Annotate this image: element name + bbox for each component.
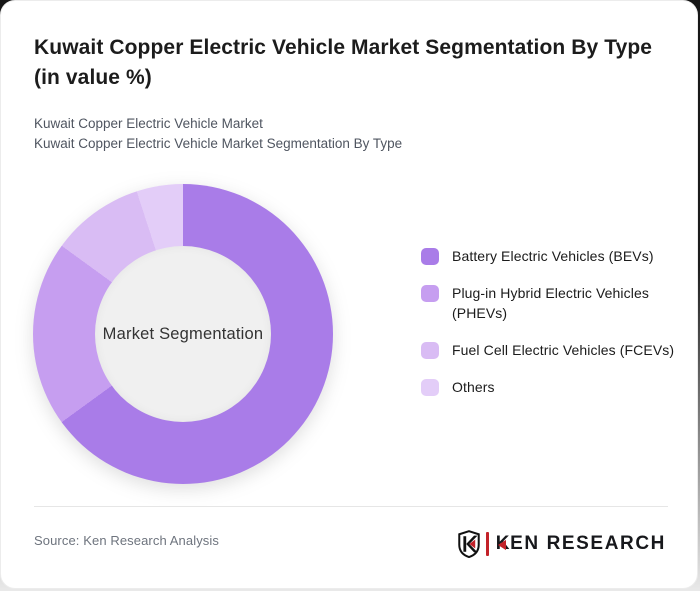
source-text: Source: Ken Research Analysis [34,533,219,548]
ken-research-logo: K EN RESEARCH [458,526,666,562]
legend-swatch [421,379,439,396]
legend-swatch [421,285,439,302]
legend-label: Others [452,379,495,395]
logo-wordmark: K EN RESEARCH [496,533,666,555]
ken-research-shield-icon [458,530,480,558]
logo-separator-bar [485,532,489,556]
donut-chart: Market Segmentation [33,184,333,484]
legend-label: Plug-in Hybrid Electric Vehicles (PHEVs) [452,285,649,321]
chart-legend: Battery Electric Vehicles (BEVs) Plug-in… [421,246,676,397]
page-title: Kuwait Copper Electric Vehicle Market Se… [34,36,653,89]
legend-label: Fuel Cell Electric Vehicles (FCEVs) [452,342,675,358]
legend-item-bevs: Battery Electric Vehicles (BEVs) [421,246,676,266]
footer-divider [34,506,668,507]
subtitle-line-market: Kuwait Copper Electric Vehicle Market [34,116,263,131]
legend-swatch [421,248,439,265]
legend-item-fcevs: Fuel Cell Electric Vehicles (FCEVs) [421,340,676,360]
donut-hole: Market Segmentation [95,246,271,422]
donut-center-label: Market Segmentation [102,324,264,343]
legend-item-phevs: Plug-in Hybrid Electric Vehicles (PHEVs) [421,283,676,323]
logo-wordmark-rest: EN RESEARCH [510,532,666,555]
legend-label: Battery Electric Vehicles (BEVs) [452,248,654,264]
chart-subtitle: Kuwait Copper Electric Vehicle Market Ku… [34,114,659,154]
legend-swatch [421,342,439,359]
subtitle-line-segmentation: Kuwait Copper Electric Vehicle Market Se… [34,136,403,151]
legend-item-others: Others [421,377,676,397]
logo-arrow-icon [498,539,507,551]
